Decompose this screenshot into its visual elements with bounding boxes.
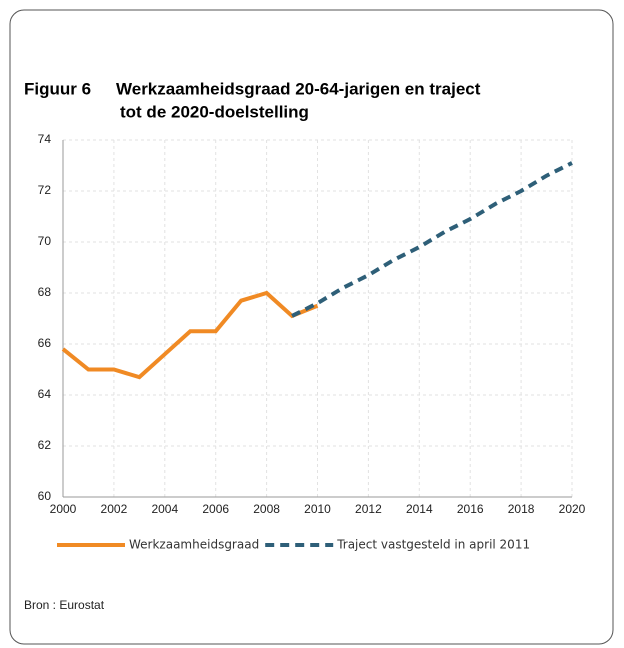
chart-title: Werkzaamheidsgraad 20-64-jarigen en traj… [116,79,481,98]
x-tick-label: 2020 [559,502,586,516]
x-tick-label: 2002 [101,502,128,516]
x-tick-label: 2012 [355,502,382,516]
x-tick-label: 2000 [50,502,77,516]
y-tick-label: 66 [38,336,52,350]
y-tick-label: 64 [38,387,52,401]
y-tick-label: 60 [38,489,52,503]
x-tick-label: 2018 [508,502,535,516]
chart-title: tot de 2020-doelstelling [120,102,309,121]
y-tick-label: 68 [38,285,52,299]
x-tick-label: 2008 [253,502,280,516]
legend-label: Werkzaamheidsgraad [129,538,259,552]
frame [9,9,614,645]
legend-label: Traject vastgesteld in april 2011 [336,538,530,552]
x-tick-label: 2004 [151,502,178,516]
y-tick-label: 72 [38,183,52,197]
x-tick-label: 2006 [202,502,229,516]
y-tick-label: 74 [38,132,52,146]
x-tick-label: 2010 [304,502,331,516]
y-tick-label: 70 [38,234,52,248]
figure-label: Figuur 6 [24,79,91,98]
series-line [291,161,573,318]
series-line [61,290,319,380]
x-tick-label: 2014 [406,502,433,516]
x-tick-label: 2016 [457,502,484,516]
source: Bron : Eurostat [24,598,105,612]
y-tick-label: 62 [38,438,52,452]
